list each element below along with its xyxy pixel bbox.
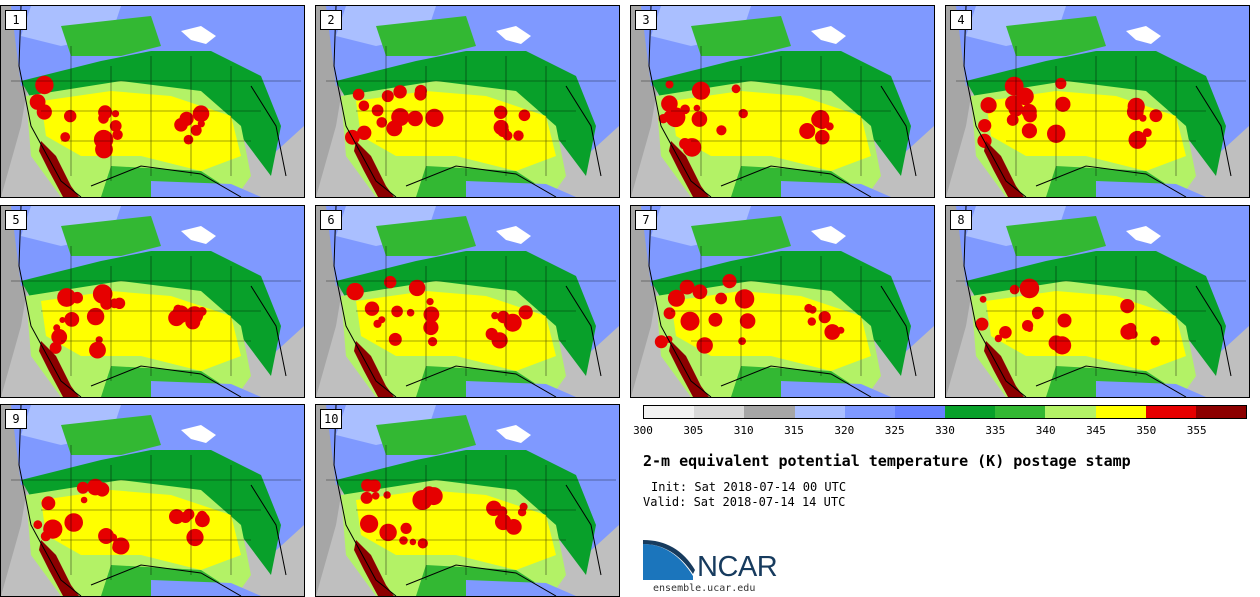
panel-2: 2 [315,5,620,198]
panel-7: 7 [630,205,935,398]
colorbar-segment [744,406,795,418]
colorbar-tick: 320 [834,424,855,437]
colorbar [643,405,1247,419]
colorbar-segment [894,406,946,418]
panel-label: 5 [5,210,27,230]
colorbar-segment [945,406,996,418]
ncar-logo-text: NCAR [697,551,778,583]
panel-8: 8 [945,205,1250,398]
panel-label: 9 [5,409,27,429]
site-url: ensemble.ucar.edu [653,583,756,594]
panel-10: 10 [315,404,620,597]
panel-label: 4 [950,10,972,30]
panel-6: 6 [315,205,620,398]
colorbar-tick: 300 [633,424,653,437]
colorbar-segment [1145,406,1196,418]
colorbar-tick: 340 [1035,424,1056,437]
colorbar-segment [1045,406,1096,418]
panel-label: 3 [635,10,657,30]
panel-label: 6 [320,210,342,230]
panel-label: 1 [5,10,27,30]
colorbar-tick: 350 [1136,424,1157,437]
panel-label: 2 [320,10,342,30]
colorbar-tick: 335 [985,424,1006,437]
colorbar-tick: 355 [1186,424,1207,437]
colorbar-tick: 310 [733,424,754,437]
init-time: Init: Sat 2018-07-14 00 UTC [651,480,847,494]
colorbar-segment [794,406,845,418]
panel-9: 9 [0,404,305,597]
colorbar-segment [694,406,745,418]
colorbar-tick: 330 [935,424,955,437]
panel-label: 10 [320,409,343,429]
panel-4: 4 [945,5,1250,198]
colorbar-segment [644,406,695,418]
figure-title: 2-m equivalent potential temperature (K)… [643,452,1131,470]
panel-5: 5 [0,205,305,398]
colorbar-tick: 325 [884,424,905,437]
colorbar-segment [844,406,895,418]
valid-time: Valid: Sat 2018-07-14 14 UTC [643,495,846,509]
panel-label: 8 [950,210,972,230]
colorbar-segment [1195,406,1247,418]
colorbar-segment [995,406,1046,418]
colorbar-segment [1095,406,1146,418]
colorbar-tick: 315 [784,424,804,437]
panel-1: 1 [0,5,305,198]
colorbar-tick: 345 [1086,424,1106,437]
colorbar-tick: 305 [683,424,704,437]
panel-label: 7 [635,210,657,230]
ncar-logo-icon [643,540,695,580]
panel-3: 3 [630,5,935,198]
